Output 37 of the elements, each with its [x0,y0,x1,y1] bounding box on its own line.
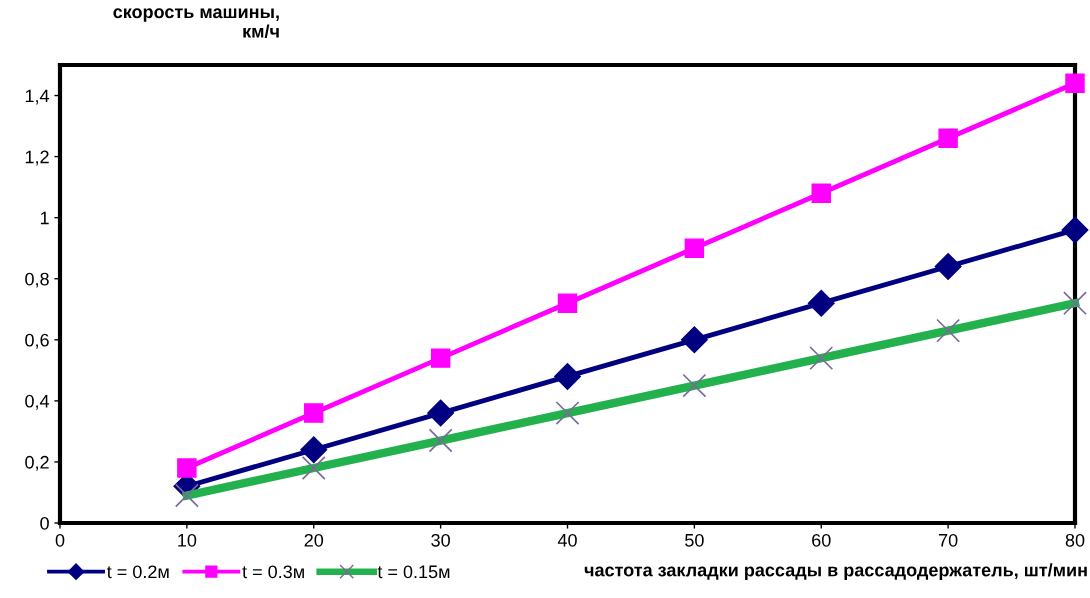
point [684,238,705,258]
y-tick-label: 1 [40,211,49,225]
point [427,399,455,427]
y-tick-label: 0,6 [25,333,49,349]
point [934,253,962,280]
point [177,458,197,478]
y-tick-label: 0,8 [25,272,49,288]
point [1065,73,1085,94]
x-tick-label: 70 [939,533,958,547]
y-tick-label: 0,4 [25,394,50,410]
legend-label: t = 0.15м [377,565,450,579]
x-tick-label: 60 [812,533,831,547]
point [938,128,958,149]
point [430,348,451,368]
point [557,293,578,313]
x-tick-label: 50 [685,533,704,547]
point [300,436,328,464]
x-tick-label: 40 [557,533,577,547]
y-tick-label: 0,2 [25,455,49,471]
y-tick-label: 1,2 [25,150,49,166]
x-tick-label: 0 [55,533,65,547]
y-axis-title: скорость машины, км/ч [113,8,279,38]
x-tick-label: 30 [431,533,450,547]
point [680,326,708,354]
point [811,183,831,203]
x-tick-label: 80 [1065,533,1085,547]
x-tick-label: 10 [178,533,197,547]
legend-label: t = 0.2м [107,565,169,579]
x-axis-title: частота закладки рассады в рассадодержатель, шт/мин [584,563,1087,580]
y-tick-label: 0 [40,516,49,530]
point [807,289,835,317]
point [304,403,324,423]
point [554,362,581,390]
x-tick-label: 20 [304,533,324,547]
legend-label: t = 0.3м [242,565,304,579]
y-tick-label: 1,4 [25,89,50,105]
point [1061,216,1089,244]
